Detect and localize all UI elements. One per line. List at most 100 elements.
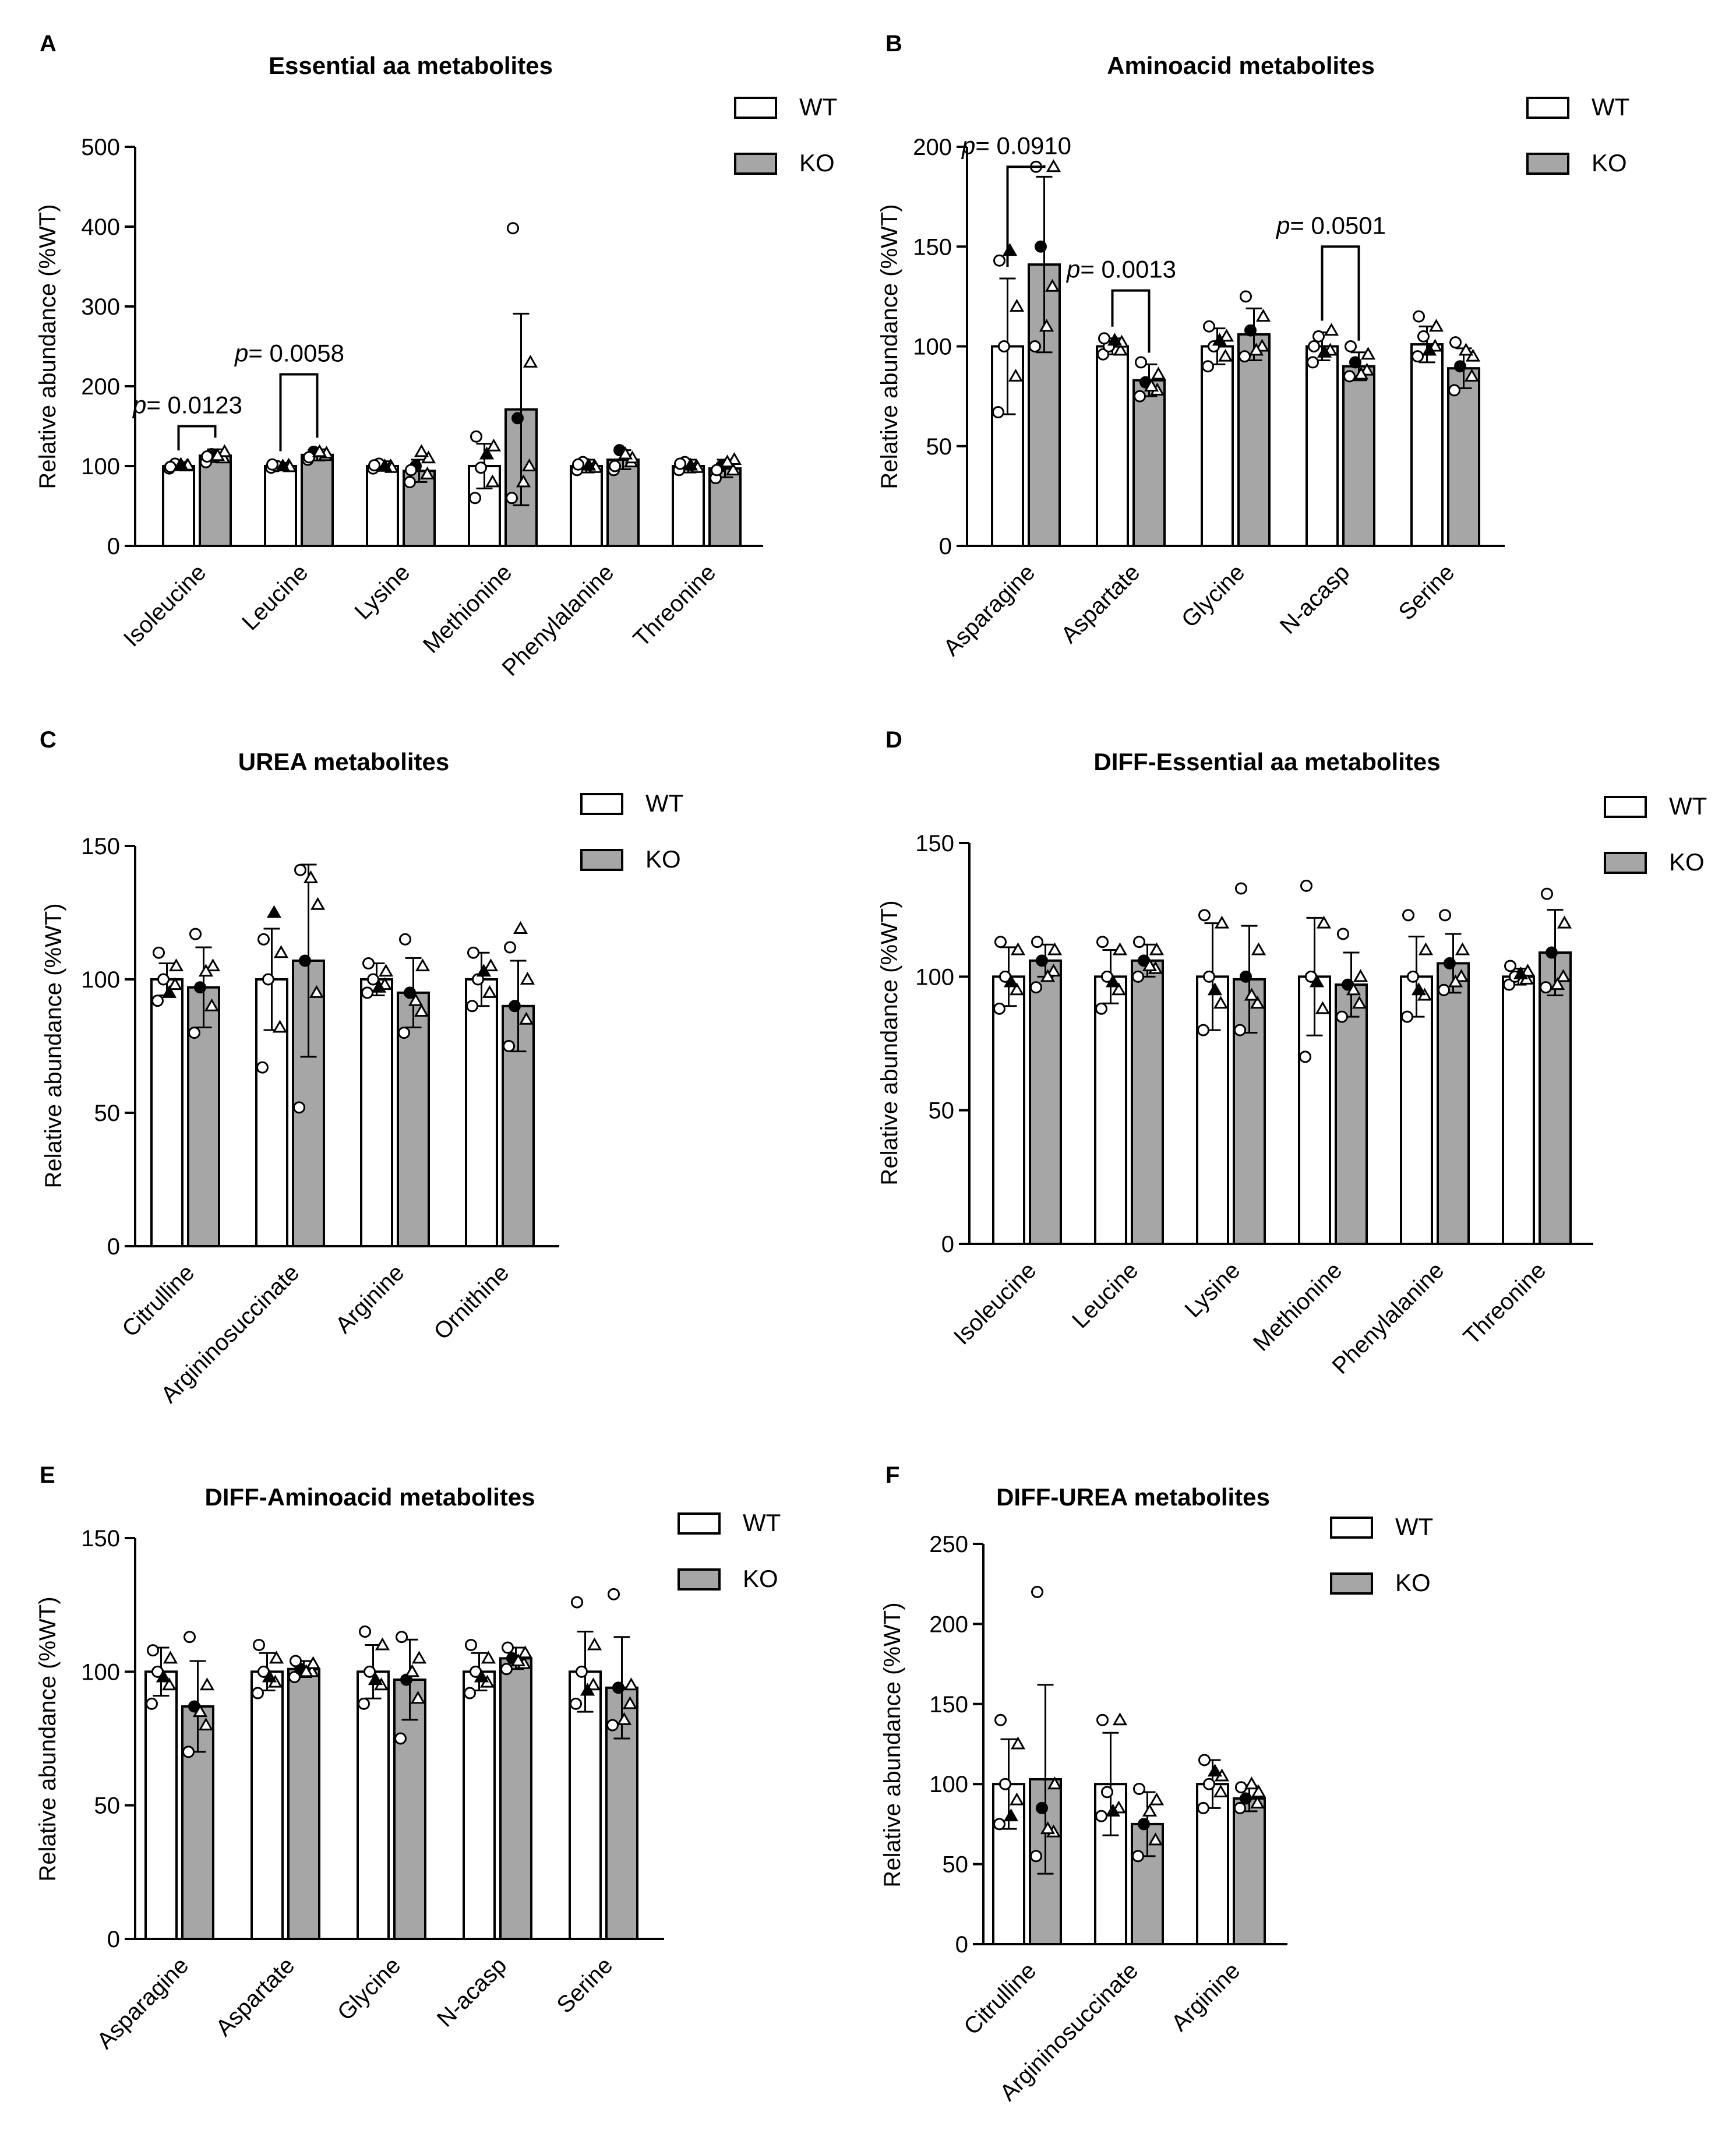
data-point xyxy=(1418,942,1434,955)
data-point xyxy=(163,1651,178,1664)
data-point xyxy=(411,1651,427,1664)
chart-title: DIFF-Essential aa metabolites xyxy=(1093,748,1440,775)
significance-bracket xyxy=(279,373,319,452)
data-point xyxy=(1096,1713,1109,1726)
data-point xyxy=(367,973,379,986)
data-point xyxy=(1439,909,1451,922)
data-point xyxy=(474,1669,489,1683)
data-point xyxy=(262,1669,277,1683)
panel-C: C UREA metabolites Relative abundance (%WT… xyxy=(40,727,683,1408)
y-tick-label: 100 xyxy=(929,1772,968,1797)
data-point xyxy=(481,1651,496,1664)
panel-A: A Essential aa metabolites Relative abunda… xyxy=(35,31,837,681)
data-point xyxy=(1455,942,1470,955)
panel-letter: C xyxy=(40,727,57,753)
data-point xyxy=(204,998,220,1011)
data-point xyxy=(503,1040,515,1052)
data-point xyxy=(217,444,232,457)
data-point xyxy=(1448,974,1463,988)
data-point xyxy=(1308,340,1320,352)
data-point xyxy=(303,451,315,464)
data-point xyxy=(1458,343,1474,356)
data-point xyxy=(1151,366,1166,380)
data-point xyxy=(275,458,291,471)
significance-bracket xyxy=(1006,165,1046,267)
data-point xyxy=(571,1596,583,1609)
data-point xyxy=(1349,356,1361,369)
data-point xyxy=(1040,969,1056,982)
data-point xyxy=(146,1697,158,1710)
x-tick-label: Serine xyxy=(1393,559,1459,625)
legend-label-ko: KO xyxy=(743,1565,778,1592)
data-point xyxy=(1112,942,1128,955)
y-axis-label: Relative abundance (%WT) xyxy=(877,204,902,489)
bar-wt xyxy=(1096,345,1129,547)
data-point xyxy=(1047,1776,1063,1790)
legend: WT KO xyxy=(734,93,837,177)
data-point xyxy=(608,1588,620,1600)
legend: WT KO xyxy=(1526,93,1629,177)
data-point xyxy=(993,1002,1005,1015)
data-point xyxy=(1541,887,1553,900)
data-point xyxy=(1235,882,1247,895)
data-point xyxy=(161,985,177,998)
y-axis-label: Relative abundance (%WT) xyxy=(35,1596,61,1881)
data-point xyxy=(469,492,481,505)
data-point xyxy=(1218,348,1233,362)
legend-label-wt: WT xyxy=(743,1509,781,1536)
bar-ko xyxy=(301,453,334,547)
data-point xyxy=(173,457,189,470)
bar-ko xyxy=(1447,367,1480,547)
data-point xyxy=(470,430,482,443)
data-point xyxy=(410,1691,426,1704)
legend-swatch-ko xyxy=(734,153,777,175)
data-point xyxy=(405,464,417,477)
data-point xyxy=(486,438,502,452)
data-point xyxy=(303,870,319,883)
y-tick-label: 50 xyxy=(94,1793,121,1819)
data-point xyxy=(182,1745,195,1758)
p-value: = 0.0123 xyxy=(146,392,242,419)
data-point xyxy=(1401,1010,1413,1023)
y-tick-label: 500 xyxy=(81,135,120,160)
legend: WT KO xyxy=(580,789,683,873)
data-point xyxy=(1105,1803,1121,1817)
data-point xyxy=(523,354,538,368)
y-tick-label: 0 xyxy=(955,1932,968,1958)
bar-wt xyxy=(992,975,1025,1246)
data-point xyxy=(415,958,431,972)
x-tick-label: Ornithine xyxy=(429,1260,514,1345)
data-point xyxy=(253,1638,265,1651)
data-point xyxy=(479,446,495,460)
p-value-annotation: p= 0.0501 xyxy=(1275,211,1386,239)
data-point xyxy=(1360,347,1376,360)
legend-swatch-wt xyxy=(580,793,623,815)
data-point xyxy=(1421,343,1437,356)
data-point xyxy=(618,446,633,460)
data-point xyxy=(994,936,1007,948)
data-point xyxy=(1307,356,1319,369)
data-point xyxy=(404,1664,420,1677)
data-point xyxy=(1464,368,1480,382)
y-tick-label: 300 xyxy=(81,294,120,320)
data-point xyxy=(1312,330,1325,343)
bar-wt xyxy=(1410,343,1444,547)
data-point xyxy=(1095,1002,1107,1015)
data-point xyxy=(1337,928,1349,940)
bar-ko xyxy=(393,1678,426,1940)
legend: WT KO xyxy=(678,1509,781,1592)
data-point xyxy=(1411,982,1427,996)
data-point xyxy=(298,1664,314,1677)
significance-bracket xyxy=(1111,289,1151,353)
legend-swatch-wt xyxy=(1526,97,1569,119)
data-point xyxy=(606,1719,619,1732)
data-point xyxy=(581,457,597,471)
data-point xyxy=(1036,954,1048,967)
panel-letter: B xyxy=(885,31,902,57)
bar-wt xyxy=(1305,345,1339,547)
bar-ko xyxy=(1237,333,1271,547)
data-point xyxy=(266,458,278,471)
x-tick-label: Arginine xyxy=(1166,1958,1245,2036)
data-point xyxy=(1030,1850,1042,1863)
y-tick-label: 0 xyxy=(939,534,952,559)
